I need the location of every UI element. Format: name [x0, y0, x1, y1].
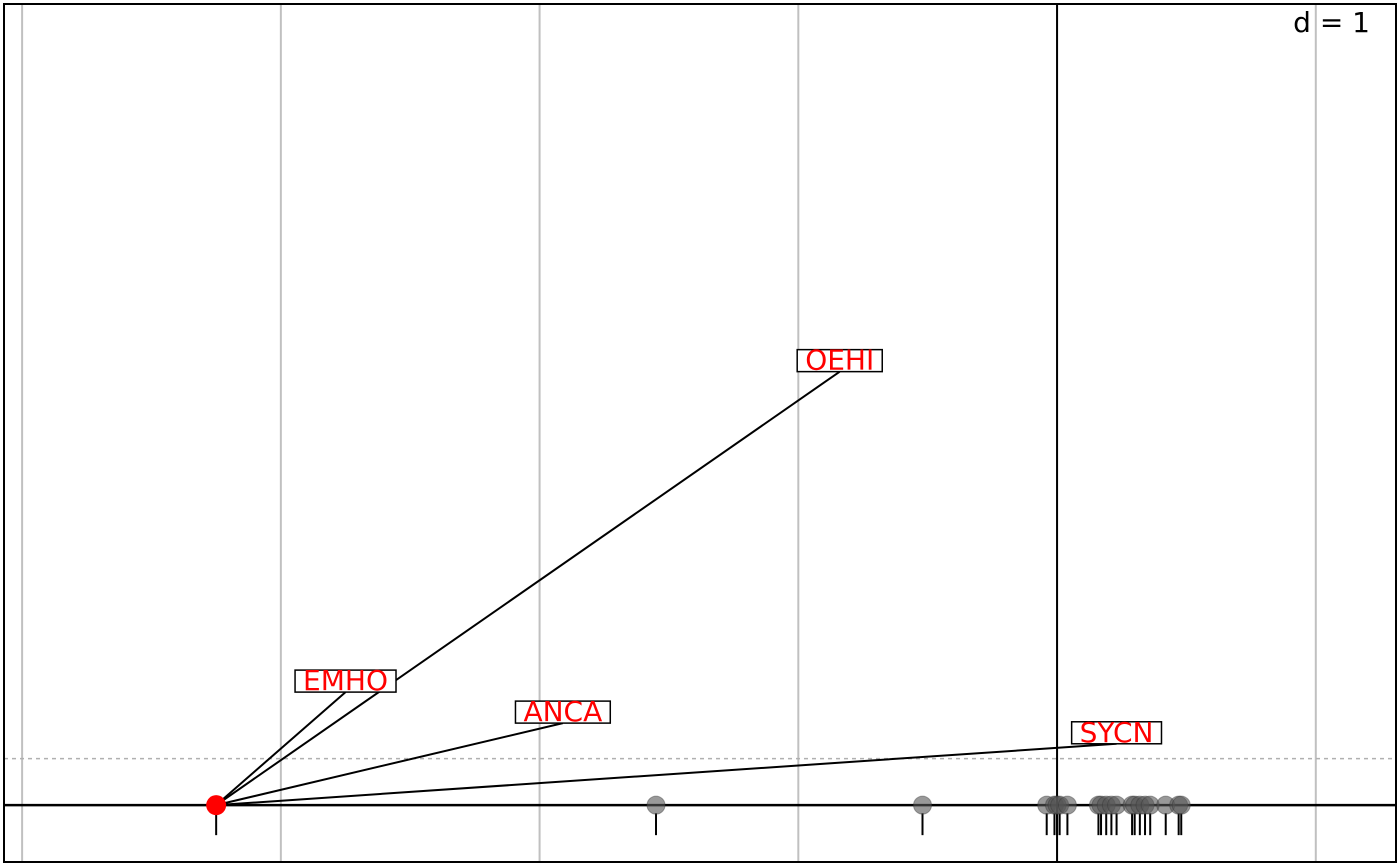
data-point [1171, 795, 1191, 815]
segments [215, 370, 1117, 807]
scale-label: d = 1 [1293, 6, 1370, 39]
data-point [913, 795, 933, 815]
segment-emho [215, 691, 347, 806]
label-sycn: SYCN [1080, 716, 1154, 749]
segment-sycn [216, 742, 1117, 807]
label-anca: ANCA [523, 695, 602, 728]
plot-border [3, 3, 1397, 863]
label-oehi: OEHI [805, 344, 874, 377]
data-point [1057, 795, 1077, 815]
labels: EMHO ANCA OEHI SYCN [294, 344, 1163, 749]
segment-oehi [215, 370, 841, 806]
center-point [206, 795, 227, 816]
label-box-anca [514, 700, 612, 724]
label-box-emho [294, 669, 397, 693]
label-box-sycn [1070, 721, 1163, 745]
label-emho: EMHO [303, 664, 388, 697]
data-point [646, 795, 666, 815]
points [206, 795, 1191, 836]
label-box-oehi [796, 348, 883, 373]
segment-anca [215, 722, 564, 807]
